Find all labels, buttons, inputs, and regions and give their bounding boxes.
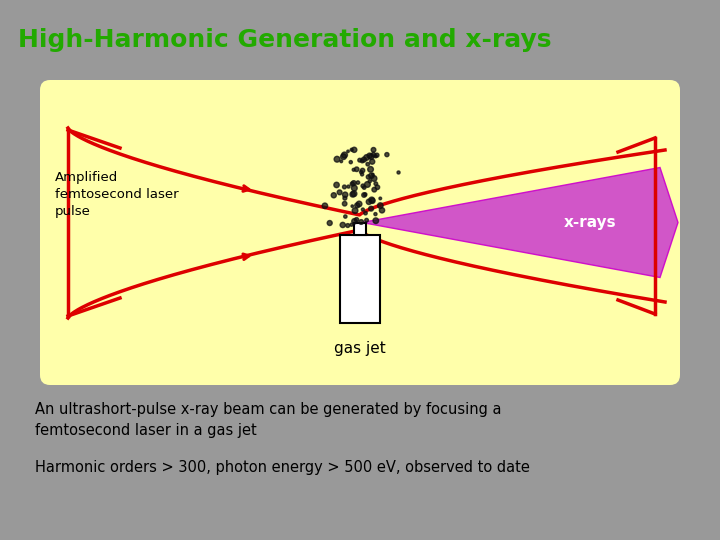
Point [331, 155, 343, 164]
Point [351, 165, 362, 173]
Point [338, 152, 349, 161]
FancyBboxPatch shape [354, 223, 366, 235]
FancyBboxPatch shape [340, 235, 380, 323]
Point [356, 218, 367, 226]
Point [357, 181, 369, 190]
Point [374, 201, 386, 210]
Point [346, 145, 357, 154]
Point [346, 220, 357, 229]
Point [339, 194, 351, 202]
Point [372, 151, 383, 159]
Point [356, 168, 367, 177]
Point [377, 206, 388, 214]
Point [366, 197, 378, 205]
Point [374, 194, 386, 202]
Point [361, 180, 373, 189]
Point [366, 171, 377, 180]
Point [348, 184, 360, 192]
Point [348, 179, 359, 187]
Point [354, 200, 365, 208]
Point [348, 145, 360, 154]
Point [369, 210, 381, 218]
Point [357, 166, 369, 175]
Point [365, 165, 377, 174]
Point [370, 179, 382, 188]
Point [324, 219, 336, 227]
Point [354, 156, 366, 165]
Point [352, 178, 364, 187]
Point [381, 150, 392, 159]
Point [362, 160, 374, 168]
Point [319, 201, 330, 210]
Point [342, 221, 354, 230]
Point [368, 145, 379, 154]
Point [357, 205, 369, 214]
Point [366, 152, 377, 161]
Point [345, 158, 356, 166]
Point [339, 199, 351, 208]
Point [356, 170, 368, 179]
Point [348, 217, 360, 226]
Point [365, 204, 377, 213]
Point [370, 217, 382, 225]
Point [370, 152, 382, 160]
Point [361, 153, 372, 162]
Point [339, 191, 351, 199]
Point [368, 174, 379, 183]
Point [336, 157, 347, 166]
Point [366, 195, 377, 204]
Text: An ultrashort-pulse x-ray beam can be generated by focusing a
femtosecond laser : An ultrashort-pulse x-ray beam can be ge… [35, 402, 502, 438]
Point [334, 188, 346, 197]
Point [356, 157, 368, 165]
Point [330, 181, 342, 190]
Point [359, 190, 371, 199]
Point [338, 183, 350, 191]
Point [367, 170, 379, 179]
Point [351, 215, 362, 224]
Point [360, 209, 372, 218]
Point [363, 198, 374, 206]
Point [368, 151, 379, 159]
Point [348, 165, 359, 174]
Point [358, 155, 369, 164]
Point [328, 191, 340, 200]
Point [346, 180, 358, 188]
Point [366, 157, 378, 166]
Polygon shape [362, 167, 678, 278]
Point [372, 183, 383, 192]
FancyBboxPatch shape [40, 80, 680, 385]
Point [369, 185, 380, 194]
Point [361, 216, 372, 225]
Point [347, 190, 359, 199]
Point [339, 151, 351, 159]
Point [364, 151, 375, 160]
Point [363, 173, 374, 181]
Point [346, 202, 358, 211]
Point [351, 201, 363, 210]
Point [349, 206, 361, 215]
Point [364, 177, 376, 186]
Point [342, 147, 354, 156]
Text: Harmonic orders > 300, photon energy > 500 eV, observed to date: Harmonic orders > 300, photon energy > 5… [35, 460, 530, 475]
Point [343, 183, 354, 191]
Text: High-Harmonic Generation and x-rays: High-Harmonic Generation and x-rays [18, 28, 552, 52]
Point [359, 183, 370, 192]
Point [393, 168, 405, 177]
Point [337, 221, 348, 230]
Text: gas jet: gas jet [334, 341, 386, 356]
Text: x-rays: x-rays [564, 215, 616, 230]
Point [340, 212, 351, 221]
Point [359, 191, 370, 199]
Point [348, 190, 360, 198]
Text: Amplified
femtosecond laser
pulse: Amplified femtosecond laser pulse [55, 172, 179, 219]
